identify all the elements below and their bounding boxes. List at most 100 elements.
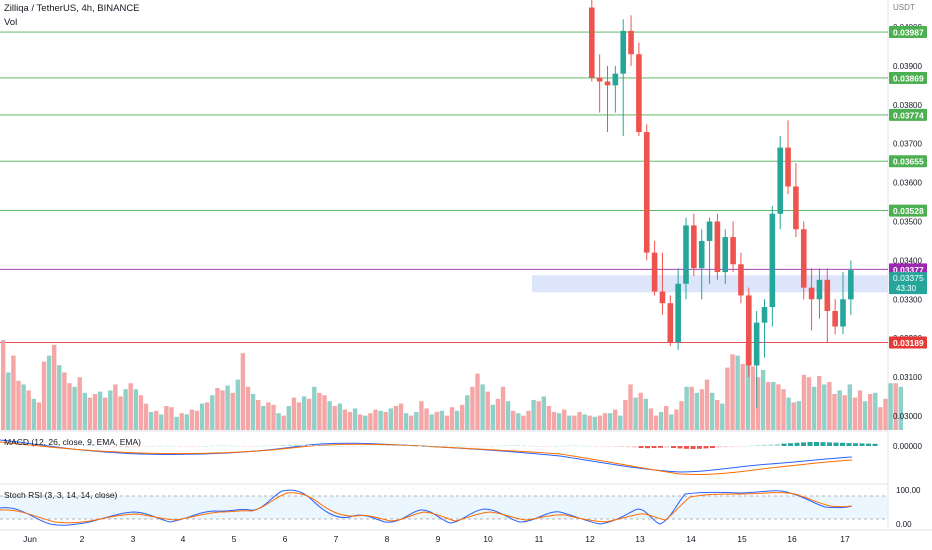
candle xyxy=(840,272,846,335)
macd-histogram-bar xyxy=(242,446,247,447)
macd-histogram-bar xyxy=(112,446,117,447)
candle xyxy=(816,268,823,319)
macd-histogram-bar xyxy=(684,446,689,449)
volume-bar xyxy=(317,392,322,430)
volume-bar xyxy=(368,413,373,430)
volume-bar xyxy=(174,416,179,430)
macd-histogram-bar xyxy=(820,442,826,446)
volume-bar xyxy=(52,344,57,430)
candle xyxy=(785,120,791,195)
candle-body xyxy=(698,240,705,269)
macd-histogram-bar xyxy=(794,442,800,446)
volume-bar xyxy=(184,414,189,430)
volume-bar xyxy=(419,401,424,430)
volume-bar xyxy=(82,392,87,430)
macd-histogram-bar xyxy=(164,445,169,447)
macd-histogram-bar xyxy=(203,446,208,447)
macd-histogram-bar xyxy=(183,446,189,447)
candle xyxy=(628,15,634,66)
volume-bar xyxy=(638,392,643,430)
volume-bar xyxy=(664,406,669,430)
price-tick: 0.03500 xyxy=(893,218,922,227)
volume-bar xyxy=(776,384,781,430)
macd-histogram-bar xyxy=(697,446,702,449)
time-tick: 12 xyxy=(585,534,595,544)
macd-histogram-bar xyxy=(580,445,585,447)
volume-bar xyxy=(582,414,587,430)
time-tick: 7 xyxy=(334,534,339,544)
volume-bar xyxy=(403,413,409,430)
volume-bar xyxy=(261,406,266,430)
volume-bar xyxy=(205,402,210,430)
volume-bar xyxy=(730,354,735,430)
svg-text:0.03655: 0.03655 xyxy=(893,157,924,167)
candle-body xyxy=(840,299,846,327)
time-axis[interactable]: Jun 2 3 4 5 6 7 8 9 10 11 12 13 14 15 16 17 xyxy=(23,534,850,544)
candle xyxy=(824,268,831,343)
macd-histogram-bar xyxy=(723,446,728,448)
macd-histogram-bar xyxy=(567,445,572,447)
volume-bar xyxy=(628,384,633,430)
stoch-tick-0: 0.00 xyxy=(896,520,912,529)
volume-bar xyxy=(256,400,261,430)
stoch-rsi-label[interactable]: Stoch RSI (3, 3, 14, 14, close) xyxy=(4,490,118,500)
candle xyxy=(738,252,744,304)
macd-histogram-bar xyxy=(294,444,299,446)
symbol-title[interactable]: Zilliqa / TetherUS, 4h, BINANCE xyxy=(4,3,140,14)
time-tick: 17 xyxy=(840,534,850,544)
volume-bar xyxy=(546,406,552,430)
volume-bar xyxy=(240,353,246,430)
level-label-0.03987: 0.03987 xyxy=(889,26,927,39)
volume-bar xyxy=(704,379,710,430)
candle xyxy=(698,229,705,300)
price-axis[interactable]: 0.030000.031000.032000.033000.034000.035… xyxy=(889,23,927,421)
volume-bar xyxy=(449,407,455,430)
candle-body xyxy=(808,287,815,300)
candle xyxy=(675,268,681,350)
macd-histogram-bar xyxy=(846,443,852,446)
macd-histogram-bar xyxy=(456,446,462,447)
macd-histogram-bar xyxy=(827,442,832,446)
volume-bar xyxy=(337,403,342,430)
macd-histogram-bar xyxy=(534,446,540,447)
macd-histogram-bar xyxy=(255,446,260,447)
macd-histogram-bar xyxy=(339,446,345,447)
volume-bar xyxy=(424,408,429,430)
volume-bar xyxy=(531,400,536,430)
volume-bar xyxy=(363,415,368,430)
candle xyxy=(643,124,650,261)
volume-bar xyxy=(827,382,832,430)
volume-bar xyxy=(1,340,6,430)
volume-bar xyxy=(623,400,628,430)
volume-bar xyxy=(414,412,419,430)
candle xyxy=(753,310,760,409)
candle xyxy=(746,287,752,378)
price-tick: 0.03600 xyxy=(893,179,922,188)
volume-bar xyxy=(847,384,852,430)
volume-bar xyxy=(301,396,307,430)
volume-bar xyxy=(551,412,557,430)
candle xyxy=(714,213,721,280)
macd-histogram-bar xyxy=(619,446,624,447)
candle-body xyxy=(730,237,736,265)
volume-bar xyxy=(480,384,485,430)
macd-histogram-bar xyxy=(840,442,845,446)
macd-label[interactable]: MACD (12, 26, close, 9, EMA, EMA) xyxy=(4,437,141,447)
candle-body xyxy=(675,283,681,343)
volume-bar xyxy=(307,398,312,430)
macd-histogram-bar xyxy=(560,445,566,447)
macd-histogram-bar xyxy=(541,446,546,447)
time-tick: 14 xyxy=(686,534,696,544)
macd-histogram-bar xyxy=(281,445,286,446)
macd-histogram-bar xyxy=(86,445,91,446)
macd-histogram-bar xyxy=(170,446,176,447)
volume-bar xyxy=(720,403,725,430)
candle-body xyxy=(651,252,658,292)
svg-text:0.03774: 0.03774 xyxy=(893,110,924,120)
candle xyxy=(596,54,603,113)
macd-histogram-bar xyxy=(521,445,527,447)
candle xyxy=(683,217,689,300)
volume-bar xyxy=(225,385,230,430)
time-tick: 13 xyxy=(635,534,645,544)
